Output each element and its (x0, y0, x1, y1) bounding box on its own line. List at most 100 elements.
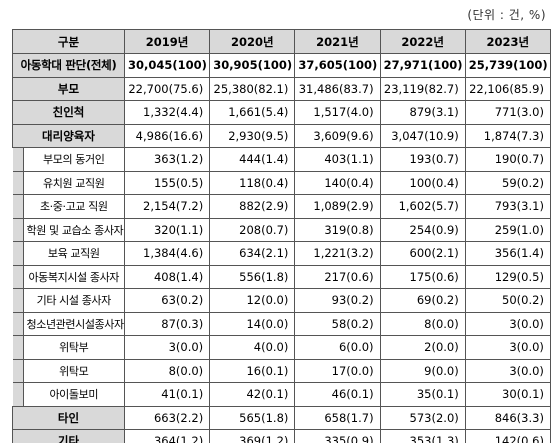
value-cell: 25,739(100) (464, 53, 551, 78)
value-cell: 335(0.9) (294, 429, 381, 443)
value-cell: 93(0.2) (294, 288, 381, 313)
value-cell: 4(0.0) (209, 335, 296, 360)
value-cell: 793(3.1) (464, 194, 551, 219)
value-cell: 46(0.1) (294, 382, 381, 407)
header-category: 구분 (12, 29, 125, 54)
value-cell: 22,106(85.9) (464, 76, 551, 101)
value-cell: 1,332(4.4) (123, 100, 211, 125)
value-cell: 30,045(100) (123, 53, 211, 78)
table-subrow: 보육 교직원 1,384(4.6) 634(2.1) 1,221(3.2) 600(2.… (12, 241, 551, 266)
value-cell: 1,517(4.0) (294, 100, 381, 125)
table-subrow: 초·중·고교 직원 2,154(7.2) 882(2.9) 1,089(2.9) 1,6… (12, 194, 551, 219)
value-cell: 17(0.0) (294, 358, 381, 383)
category-label: 부모 (12, 76, 125, 101)
value-cell: 3,047(10.9) (379, 123, 466, 148)
value-cell: 1,874(7.3) (464, 123, 551, 148)
value-cell: 369(1.2) (209, 429, 296, 443)
value-cell: 140(0.4) (294, 170, 381, 195)
value-cell: 3(0.0) (123, 335, 211, 360)
value-cell: 1,602(5.7) (379, 194, 466, 219)
value-cell: 12(0.0) (209, 288, 296, 313)
value-cell: 190(0.7) (464, 147, 551, 172)
value-cell: 2(0.0) (379, 335, 466, 360)
value-cell: 208(0.7) (209, 217, 296, 242)
category-label: 대리양육자 (12, 123, 125, 148)
value-cell: 408(1.4) (123, 264, 211, 289)
table-subrow: 부모의 동거인 363(1.2) 444(1.4) 403(1.1) 193(0.7) 1… (12, 147, 551, 172)
value-cell: 1,221(3.2) (294, 241, 381, 266)
subcategory-label: 부모의 동거인 (12, 147, 125, 172)
value-cell: 556(1.8) (209, 264, 296, 289)
value-cell: 30,905(100) (209, 53, 296, 78)
table-row: 부모 22,700(75.6) 25,380(82.1) 31,486(83.7) 23… (12, 76, 551, 101)
table-subrow: 학원 및 교습소 종사자 320(1.1) 208(0.7) 319(0.8) 254(… (12, 217, 551, 242)
value-cell: 771(3.0) (464, 100, 551, 125)
value-cell: 87(0.3) (123, 311, 211, 336)
value-cell: 3(0.0) (464, 358, 551, 383)
header-year: 2022년 (379, 29, 466, 54)
table-subrow: 유치원 교직원 155(0.5) 118(0.4) 140(0.4) 100(0.4) 5… (12, 170, 551, 195)
value-cell: 882(2.9) (209, 194, 296, 219)
value-cell: 118(0.4) (209, 170, 296, 195)
value-cell: 600(2.1) (379, 241, 466, 266)
value-cell: 35(0.1) (379, 382, 466, 407)
value-cell: 37,605(100) (294, 53, 381, 78)
value-cell: 879(3.1) (379, 100, 466, 125)
value-cell: 63(0.2) (123, 288, 211, 313)
value-cell: 155(0.5) (123, 170, 211, 195)
category-label: 기타 (12, 429, 125, 443)
value-cell: 42(0.1) (209, 382, 296, 407)
value-cell: 353(1.3) (379, 429, 466, 443)
value-cell: 3(0.0) (464, 335, 551, 360)
table-subrow: 청소년관련시설종사자 87(0.3) 14(0.0) 58(0.2) 8(0.0) 3(0… (12, 311, 551, 336)
table-subrow: 위탁부 3(0.0) 4(0.0) 6(0.0) 2(0.0) 3(0.0) (12, 335, 551, 360)
value-cell: 31,486(83.7) (294, 76, 381, 101)
value-cell: 8(0.0) (379, 311, 466, 336)
value-cell: 1,661(5.4) (209, 100, 296, 125)
value-cell: 59(0.2) (464, 170, 551, 195)
header-year: 2020년 (209, 29, 296, 54)
value-cell: 634(2.1) (209, 241, 296, 266)
category-label: 아동학대 판단(전체) (12, 53, 125, 78)
value-cell: 50(0.2) (464, 288, 551, 313)
value-cell: 142(0.6) (464, 429, 551, 443)
value-cell: 3,609(9.6) (294, 123, 381, 148)
table-row: 친인척 1,332(4.4) 1,661(5.4) 1,517(4.0) 879(3.1… (12, 100, 551, 125)
value-cell: 259(1.0) (464, 217, 551, 242)
value-cell: 658(1.7) (294, 405, 381, 430)
value-cell: 8(0.0) (123, 358, 211, 383)
subcategory-label: 위탁부 (12, 335, 125, 360)
table-row: 타인 663(2.2) 565(1.8) 658(1.7) 573(2.0) 846(3.… (12, 405, 551, 430)
value-cell: 217(0.6) (294, 264, 381, 289)
value-cell: 363(1.2) (123, 147, 211, 172)
table-subrow: 위탁모 8(0.0) 16(0.1) 17(0.0) 9(0.0) 3(0.0) (12, 358, 551, 383)
table-row: 대리양육자 4,986(16.6) 2,930(9.5) 3,609(9.6) 3,04… (12, 123, 551, 148)
value-cell: 23,119(82.7) (379, 76, 466, 101)
value-cell: 2,930(9.5) (209, 123, 296, 148)
subcategory-label: 위탁모 (12, 358, 125, 383)
subcategory-label: 청소년관련시설종사자 (12, 311, 125, 336)
value-cell: 254(0.9) (379, 217, 466, 242)
table-subrow: 아동복지시설 종사자 408(1.4) 556(1.8) 217(0.6) 175(0.… (12, 264, 551, 289)
table-row: 아동학대 판단(전체) 30,045(100) 30,905(100) 37,605(… (12, 53, 551, 78)
value-cell: 16(0.1) (209, 358, 296, 383)
value-cell: 320(1.1) (123, 217, 211, 242)
value-cell: 2,154(7.2) (123, 194, 211, 219)
value-cell: 6(0.0) (294, 335, 381, 360)
value-cell: 100(0.4) (379, 170, 466, 195)
subcategory-label: 유치원 교직원 (12, 170, 125, 195)
subcategory-label: 초·중·고교 직원 (12, 194, 125, 219)
value-cell: 175(0.6) (379, 264, 466, 289)
category-label: 친인척 (12, 100, 125, 125)
table-subrow: 아이돌보미 41(0.1) 42(0.1) 46(0.1) 35(0.1) 30(0.1) (12, 382, 551, 407)
value-cell: 3(0.0) (464, 311, 551, 336)
value-cell: 663(2.2) (123, 405, 211, 430)
category-label: 타인 (12, 405, 125, 430)
value-cell: 4,986(16.6) (123, 123, 211, 148)
header-row: 구분 2019년 2020년 2021년 2022년 2023년 (12, 29, 551, 54)
value-cell: 319(0.8) (294, 217, 381, 242)
value-cell: 846(3.3) (464, 405, 551, 430)
table-subrow: 기타 시설 종사자 63(0.2) 12(0.0) 93(0.2) 69(0.2) 50(… (12, 288, 551, 313)
value-cell: 9(0.0) (379, 358, 466, 383)
value-cell: 403(1.1) (294, 147, 381, 172)
